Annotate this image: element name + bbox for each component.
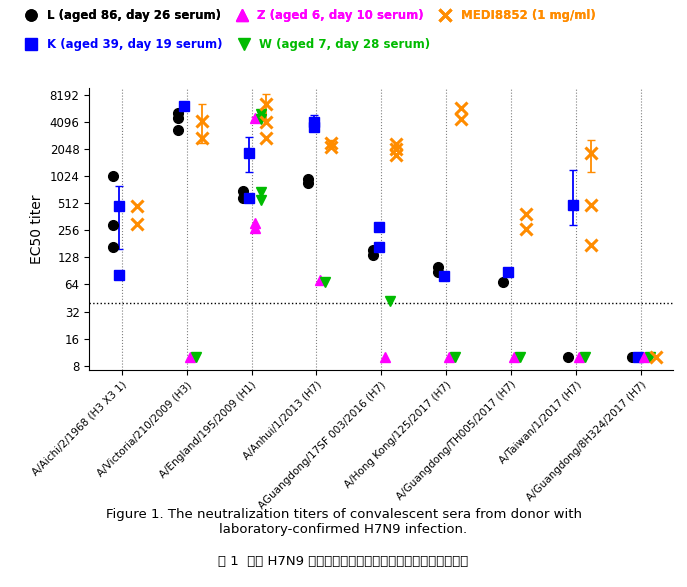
Legend: L (aged 86, day 26 serum), Z (aged 6, day 10 serum), MEDI8852 (1 mg/ml): L (aged 86, day 26 serum), Z (aged 6, da… <box>20 9 596 22</box>
Text: Figure 1. The neutralization titers of convalescent sera from donor with
laborat: Figure 1. The neutralization titers of c… <box>106 508 581 536</box>
Y-axis label: EC50 titer: EC50 titer <box>30 194 44 264</box>
Legend: K (aged 39, day 19 serum), W (aged 7, day 28 serum): K (aged 39, day 19 serum), W (aged 7, da… <box>20 38 430 51</box>
Text: 图 1  四例 H7N9 康复病人的血清对不同流感病毫株的中和效价: 图 1 四例 H7N9 康复病人的血清对不同流感病毫株的中和效价 <box>218 555 469 568</box>
